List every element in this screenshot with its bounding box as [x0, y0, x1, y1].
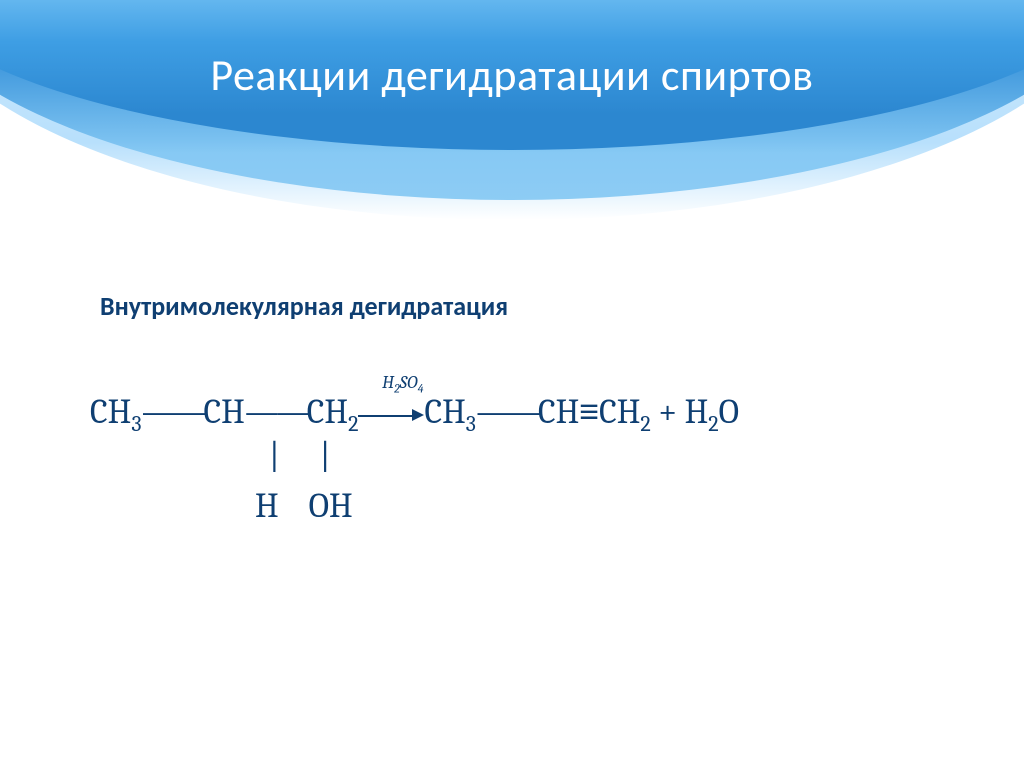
- catalyst-h: H: [382, 372, 394, 393]
- catalyst-so: SO: [400, 372, 418, 393]
- rhs-ch3-c: CH: [424, 392, 465, 432]
- bond-icon: ——: [141, 392, 203, 432]
- plus-h2o-b: O: [719, 392, 739, 432]
- rhs-ch: CH: [538, 392, 579, 432]
- vertical-bond-icon: |: [269, 436, 282, 476]
- lhs-ch3-sub: 3: [131, 411, 141, 437]
- lhs-ch3-c: CH: [90, 392, 131, 432]
- equation-main-row: CH3——CH——CH2CH3——CH≡CH2 + H2O: [90, 395, 739, 439]
- equation-bond-row: ||: [90, 439, 739, 483]
- equation-substituent-row: H OH: [90, 489, 739, 533]
- lhs-ch2-sub: 2: [348, 411, 358, 437]
- rhs-ch3-sub: 3: [466, 411, 476, 437]
- plus-h2o-sub: 2: [708, 411, 718, 437]
- lhs-ch2-c: CH: [307, 392, 348, 432]
- vertical-bond-icon: |: [320, 436, 333, 476]
- catalyst-sub2: 4: [418, 382, 424, 396]
- triple-bond-icon: ≡: [579, 393, 599, 431]
- bond-icon: ——: [476, 392, 538, 432]
- bond-icon: ——: [245, 392, 307, 432]
- lhs-ch: CH: [203, 392, 244, 432]
- plus-h2o-a: + H: [651, 392, 708, 432]
- substituent-oh: OH: [309, 486, 353, 526]
- header-wave: [0, 0, 1024, 230]
- rhs-ch2-c: CH: [599, 392, 640, 432]
- reaction-catalyst: H2SO4: [382, 372, 423, 393]
- slide-subtitle: Внутримолекулярная дегидратация: [100, 290, 508, 322]
- slide-title: Реакции дегидратации спиртов: [0, 48, 1024, 102]
- slide: Реакции дегидратации спиртов Внутримолек…: [0, 0, 1024, 767]
- substituent-h: H: [255, 486, 279, 526]
- reaction-equation: CH3——CH——CH2CH3——CH≡CH2 + H2O || HOH: [90, 395, 739, 533]
- rhs-ch2-sub: 2: [640, 411, 650, 437]
